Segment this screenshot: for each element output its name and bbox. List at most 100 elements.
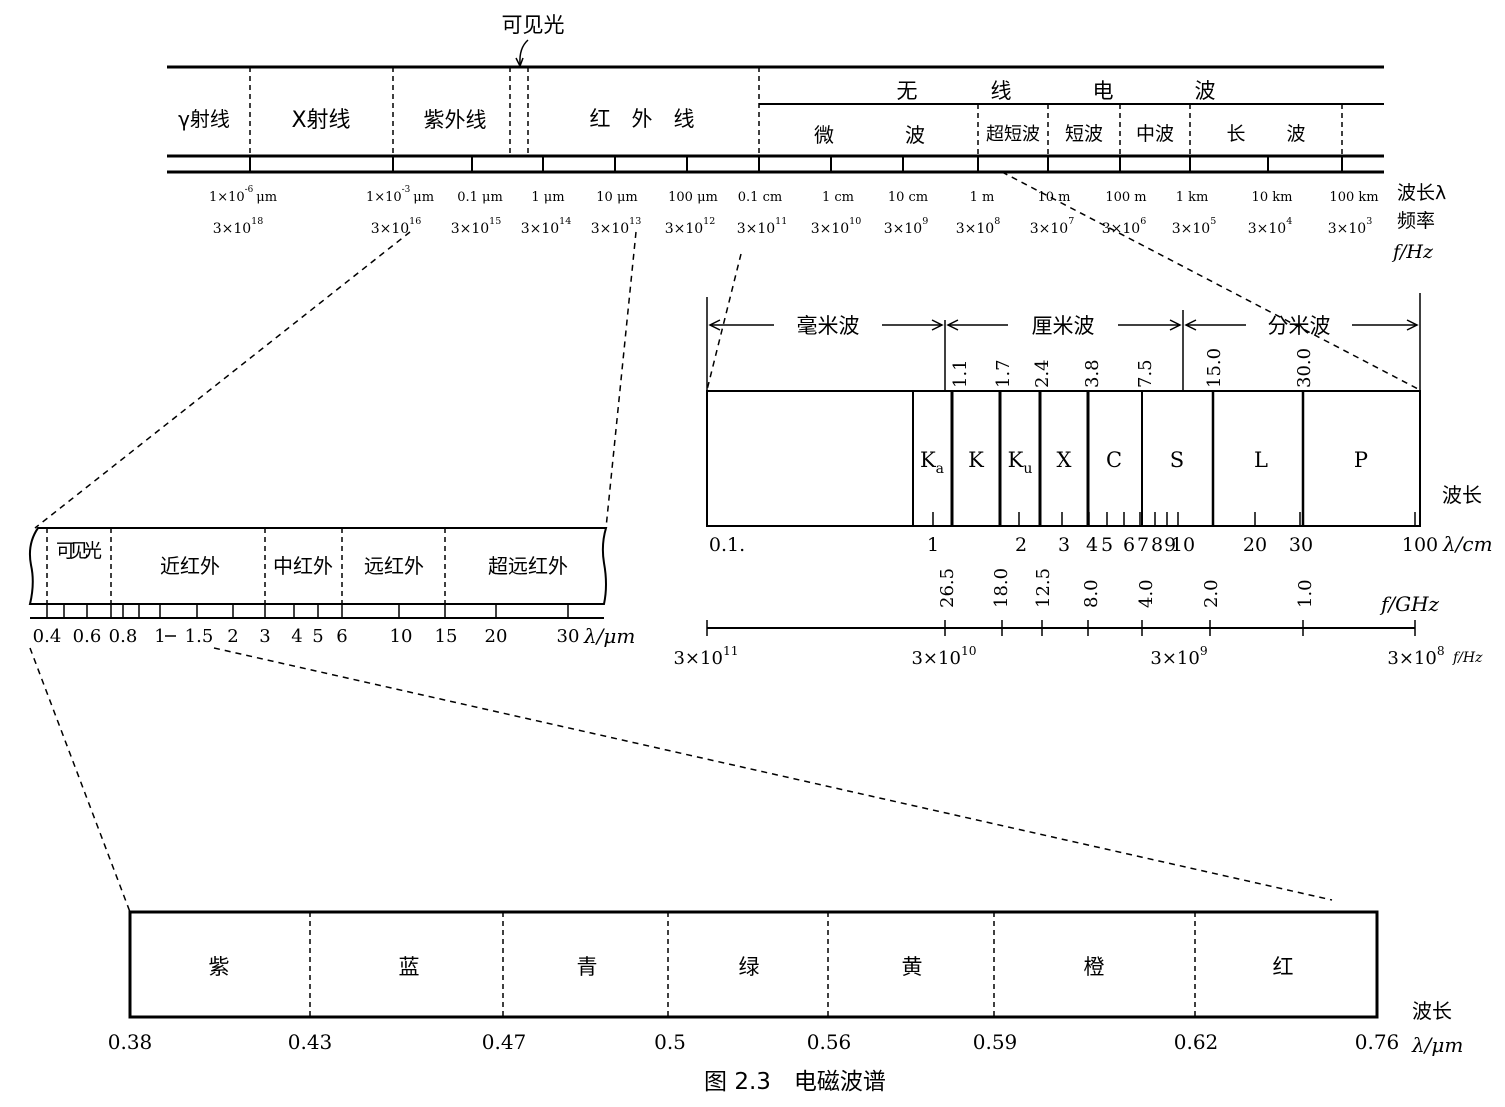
subband-medium: 中波 xyxy=(1136,123,1174,145)
top-wavelength-tick-label: 1 cm xyxy=(822,190,854,205)
ir-band-mid: 中红外 xyxy=(273,554,333,578)
mw-wavelength-tick-label: 3 xyxy=(1058,534,1070,556)
top-frequency-tick-label: 3×109 xyxy=(884,216,929,237)
radio-title-char-4: 波 xyxy=(1195,79,1216,103)
subband-long-1: 长 xyxy=(1226,123,1245,145)
top-frequency-tick-label: 3×1010 xyxy=(811,216,862,237)
visible-color-label: 蓝 xyxy=(399,955,420,979)
top-wavelength-tick-label: 0.1 cm xyxy=(738,190,782,205)
ir-band-extreme-far: 超远红外 xyxy=(488,554,568,578)
band-boundary-ghz: 26.5 xyxy=(937,568,958,608)
microwave-band-label: C xyxy=(1106,448,1122,472)
microwave-band-letters: Ka K Ku X C S L P xyxy=(920,448,1368,477)
band-boundary-cm: 15.0 xyxy=(1204,348,1225,388)
mw-wavelength-tick-label: 20 xyxy=(1243,534,1267,556)
infrared-tick-labels: 0.4 0.6 0.8 1 1.5 2 3 4 5 6 10 15 20 30 xyxy=(33,626,580,647)
microwave-frequency-ticks xyxy=(706,620,1416,636)
top-frequency-tick-label: 3×106 xyxy=(1102,216,1147,237)
ir-tick-label: 10 xyxy=(390,626,413,647)
band-boundary-cm: 3.8 xyxy=(1082,359,1103,388)
mw-wavelength-tick-label: 100 xyxy=(1402,534,1438,556)
mw-frequency-tick-label: 3×109 xyxy=(1150,644,1207,669)
visible-tick-label: 0.62 xyxy=(1174,1030,1219,1054)
top-frequency-tick-label: 3×1013 xyxy=(591,216,642,237)
radio-title-char-3: 电 xyxy=(1093,79,1114,103)
top-frequency-tick-labels: 3×1018 3×1016 3×1015 3×1014 3×1013 3×1012 3×10… xyxy=(213,216,1373,237)
visible-tick-label: 0.47 xyxy=(482,1030,527,1054)
top-wavelength-tick-label: 100 m xyxy=(1105,190,1146,205)
band-infrared: 红 外 线 xyxy=(590,107,695,131)
band-boundary-cm: 2.4 xyxy=(1032,359,1053,388)
band-boundary-ghz: 1.0 xyxy=(1295,579,1316,608)
top-wavelength-tick-label: 1 μm xyxy=(531,190,564,205)
ir-unit: λ/μm xyxy=(583,624,635,648)
band-boundary-cm: 1.1 xyxy=(950,359,971,388)
visible-color-label: 绿 xyxy=(739,955,760,979)
zoom-connectors xyxy=(29,171,1421,913)
region-decimeter: 分米波 xyxy=(1268,314,1331,338)
microwave-frequency-tick-labels: 3×1011 3×1010 3×109 3×108 xyxy=(673,644,1444,669)
visible-light-pointer-label: 可见光 xyxy=(502,13,565,37)
ir-tick-label: 20 xyxy=(485,626,508,647)
top-frequency-tick-label: 3×1014 xyxy=(521,216,572,237)
infrared-panel xyxy=(28,527,608,619)
ir-tick-label: 0.4 xyxy=(33,626,62,647)
top-frequency-unit: f/Hz xyxy=(1391,241,1434,263)
top-wavelength-tick-label: 1×10-6 μm xyxy=(209,185,277,205)
top-frequency-tick-label: 3×1018 xyxy=(213,216,264,237)
top-frequency-tick-label: 3×108 xyxy=(956,216,1001,237)
microwave-band-label: S xyxy=(1170,448,1184,472)
mw-wavelength-unit: λ/cm xyxy=(1442,532,1493,556)
ir-band-visible: 可见光 xyxy=(56,540,102,562)
ir-tick-label: 0.6 xyxy=(73,626,102,647)
top-frequency-tick-label: 3×105 xyxy=(1172,216,1217,237)
top-wavelength-tick-label: 100 km xyxy=(1329,190,1378,205)
visible-tick-label: 0.56 xyxy=(807,1030,852,1054)
ir-band-far: 远红外 xyxy=(364,554,424,578)
mw-wavelength-label: 波长 xyxy=(1442,483,1482,507)
top-wavelength-tick-label: 1 m xyxy=(970,190,995,205)
mw-wavelength-tick-label: 6 xyxy=(1123,534,1135,556)
ir-tick-label: 5 xyxy=(312,626,323,647)
top-frequency-tick-label: 3×1011 xyxy=(737,216,788,237)
band-ultraviolet: 紫外线 xyxy=(424,108,487,132)
ir-tick-label: 1.5 xyxy=(185,626,214,647)
visible-tick-label: 0.59 xyxy=(973,1030,1018,1054)
visible-tick-label: 0.43 xyxy=(288,1030,333,1054)
subband-micro-2: 波 xyxy=(905,123,925,147)
ir-tick-label: 30 xyxy=(557,626,580,647)
subband-long-2: 波 xyxy=(1286,123,1305,145)
band-boundary-cm: 30.0 xyxy=(1294,348,1315,388)
figure-caption: 图 2.3 电磁波谱 xyxy=(704,1069,886,1095)
ir-tick-label: 1 xyxy=(154,626,165,647)
ir-tick-label: 2 xyxy=(227,626,238,647)
visible-tick-label: 0.76 xyxy=(1355,1030,1400,1054)
ir-tick-label: 6 xyxy=(336,626,347,647)
region-centimeter: 厘米波 xyxy=(1032,314,1095,338)
band-boundary-ghz: 18.0 xyxy=(991,568,1012,608)
mw-ghz-unit: f/GHz xyxy=(1379,592,1440,616)
top-wavelength-tick-label: 10 μm xyxy=(596,190,637,205)
top-frequency-axis-label: 频率 xyxy=(1397,210,1435,232)
radio-title-char-1: 无 xyxy=(897,79,918,103)
band-boundary-cm: 1.7 xyxy=(993,359,1014,388)
band-boundary-ghz: 4.0 xyxy=(1136,579,1157,608)
microwave-band-label: L xyxy=(1254,448,1268,472)
visible-color-label: 青 xyxy=(577,955,598,979)
visible-color-label: 橙 xyxy=(1084,955,1105,979)
subband-short: 短波 xyxy=(1065,123,1103,145)
ir-tick-label: 15 xyxy=(435,626,458,647)
ir-tick-label: 4 xyxy=(291,626,302,647)
infrared-tick-marks xyxy=(46,604,569,618)
visible-color-label: 紫 xyxy=(209,955,230,979)
band-gamma-ray: γ射线 xyxy=(178,107,230,131)
mw-wavelength-tick-label: 5 xyxy=(1101,534,1113,556)
top-wavelength-tick-label: 1×10-3 μm xyxy=(366,185,434,205)
radio-title-char-2: 线 xyxy=(991,79,1012,103)
mw-wavelength-tick-label: 4 xyxy=(1086,534,1098,556)
band-boundary-ghz: 12.5 xyxy=(1033,568,1054,608)
band-boundary-ghz: 2.0 xyxy=(1201,579,1222,608)
mw-wavelength-tick-label: 2 xyxy=(1015,534,1027,556)
top-wavelength-tick-label: 100 μm xyxy=(668,190,718,205)
